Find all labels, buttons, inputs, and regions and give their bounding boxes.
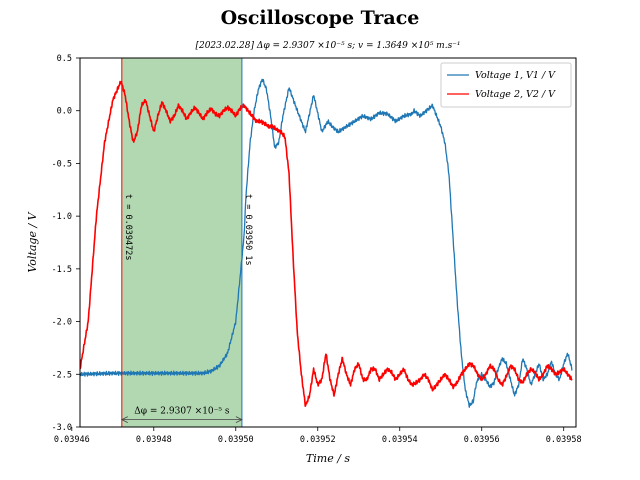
x-tick-label: 0.03952 xyxy=(300,435,336,445)
x-axis-ticks: 0.03946 0.03948 0.03950 0.03952 0.03954 0.039… xyxy=(54,427,582,445)
time-marker-red-label: t = 0.039472s xyxy=(123,194,133,261)
x-tick-label: 0.03958 xyxy=(546,435,582,445)
y-tick-label: -2.5 xyxy=(52,370,72,380)
legend-label-voltage-1: Voltage 1, V1 / V xyxy=(475,70,556,81)
legend: Voltage 1, V1 / V Voltage 2, V2 / V xyxy=(440,62,572,108)
x-tick-label: 0.03956 xyxy=(464,435,500,445)
y-tick-label: -1.5 xyxy=(52,265,72,275)
phase-shift-region xyxy=(121,58,242,427)
x-tick-label: 0.03954 xyxy=(382,435,418,445)
legend-box xyxy=(440,62,572,108)
arrow-head-left xyxy=(120,416,128,423)
x-axis-label: Time / s xyxy=(306,452,350,465)
y-tick-label: -3.0 xyxy=(52,423,72,433)
y-tick-label: -1.0 xyxy=(52,212,72,222)
plot-area: t = 0.039472s t = 0.03950 1s Δφ = 2.9307… xyxy=(79,57,577,428)
y-tick-label: -0.5 xyxy=(52,159,72,169)
axes-frame xyxy=(79,57,577,428)
x-tick-label: 0.03948 xyxy=(136,435,172,445)
traces-group xyxy=(79,78,573,408)
phase-shift-arrow xyxy=(120,416,243,423)
x-tick-label: 0.03946 xyxy=(54,435,90,445)
y-axis-ticks: 0.5 0.0 -0.5 -1.0 -1.5 -2.0 -2.5 -3.0 xyxy=(52,54,80,433)
chart-title: Oscilloscope Trace xyxy=(221,7,420,29)
series-line-1 xyxy=(79,78,573,408)
y-tick-label: -2.0 xyxy=(52,318,72,328)
chart-subtitle: [2023.02.28] Δφ = 2.9307 ×10⁻⁵ s; v = 1.… xyxy=(195,41,460,51)
series-line-2 xyxy=(79,80,573,407)
time-marker-blue-label: t = 0.03950 1s xyxy=(243,194,253,266)
phase-shift-label: Δφ = 2.9307 ×10⁻⁵ s xyxy=(134,407,230,417)
y-tick-label: 0.5 xyxy=(57,54,72,64)
x-tick-label: 0.03950 xyxy=(218,435,254,445)
arrow-head-right xyxy=(235,416,243,423)
y-axis-label: Voltage / V xyxy=(26,211,39,272)
legend-label-voltage-2: Voltage 2, V2 / V xyxy=(475,89,556,100)
y-tick-label: 0.0 xyxy=(57,107,72,117)
